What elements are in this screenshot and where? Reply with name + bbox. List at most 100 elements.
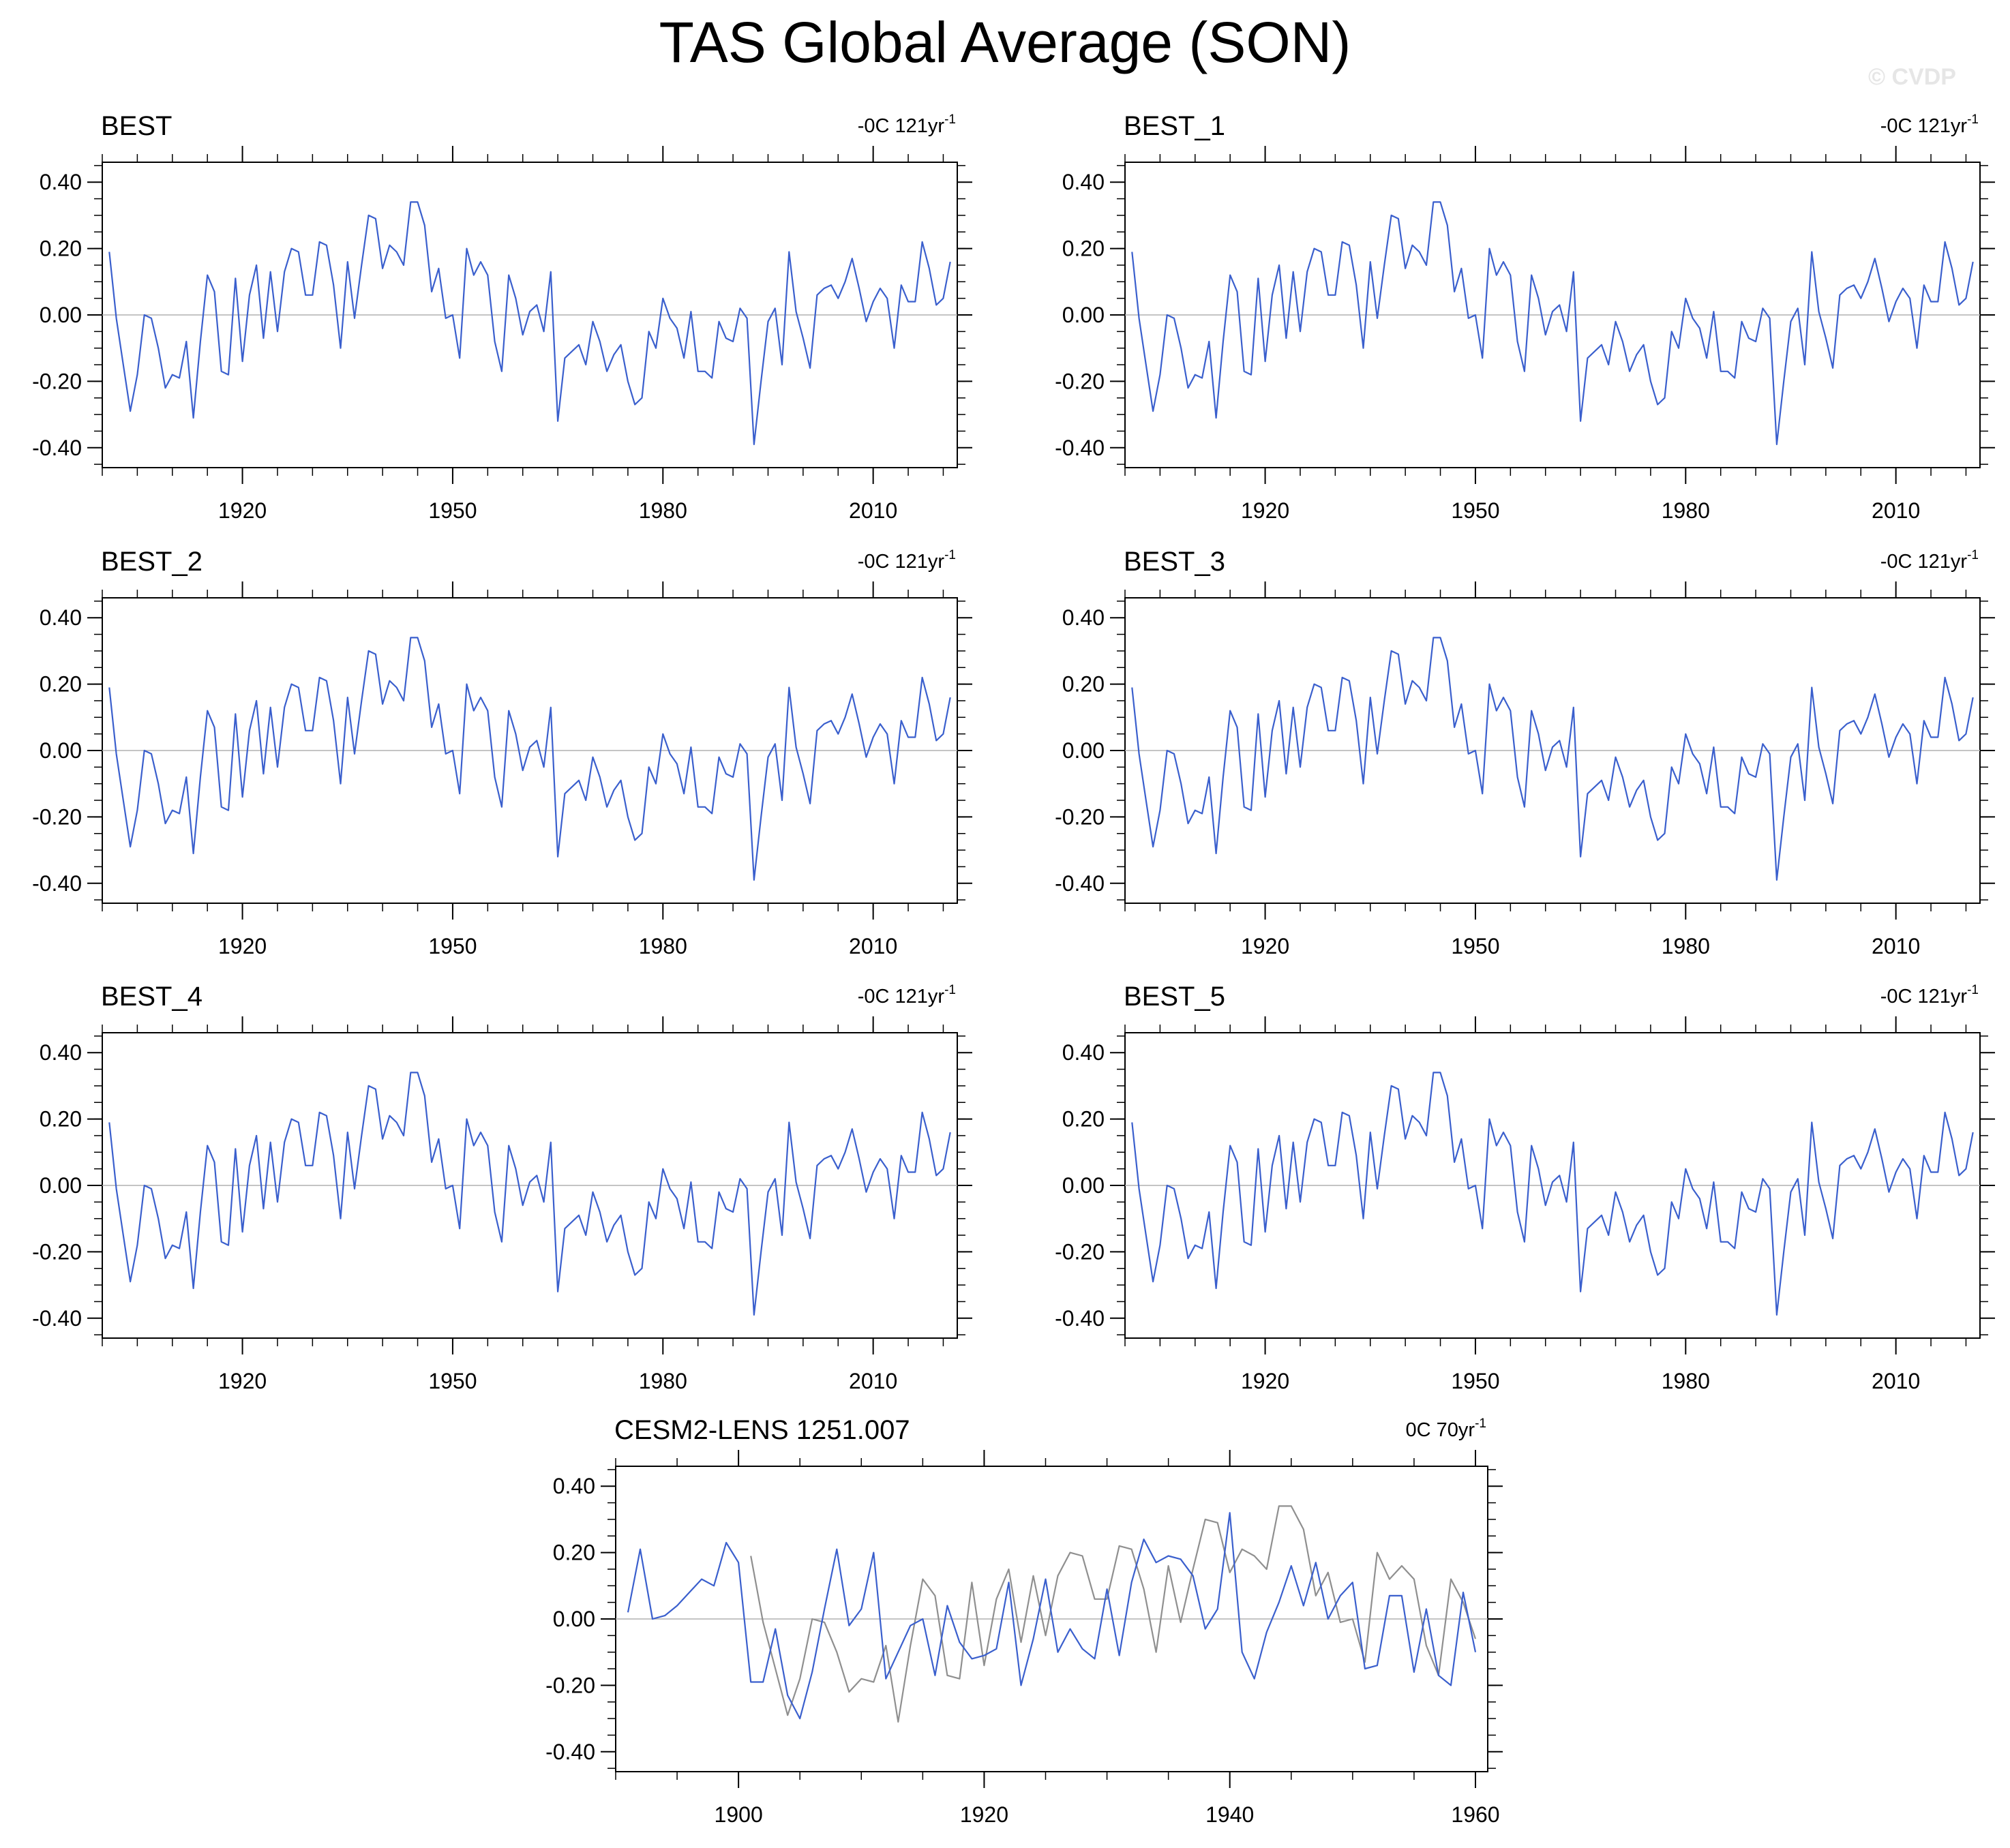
x-tick-label: 1920 — [960, 1802, 1008, 1827]
trend-value: -0C 121yr — [1880, 551, 1968, 573]
trend-label: -0C 121yr-1 — [1880, 548, 1979, 573]
x-tick-label: 1950 — [428, 1369, 477, 1393]
panel-6: -0.40 -0.20 0.00 0.20 0.40 1920 1950 1980 2010 BE… — [1055, 982, 1995, 1393]
y-tick-label: 0.40 — [1062, 1040, 1105, 1065]
x-tick-label: 1980 — [639, 934, 687, 958]
x-tick-label: 1920 — [1241, 934, 1289, 958]
x-tick-label: 1950 — [1451, 934, 1499, 958]
y-tick-label: 0.40 — [553, 1474, 595, 1498]
trend-label: -0C 121yr-1 — [1880, 983, 1979, 1008]
y-tick-label: 0.20 — [40, 237, 82, 261]
series-line — [108, 637, 951, 881]
panel-2: -0.40 -0.20 0.00 0.20 0.40 1920 1950 1980 2010 BE… — [1055, 111, 1995, 523]
x-tick-label: 1920 — [218, 498, 267, 523]
y-tick-label: -0.20 — [1055, 804, 1105, 829]
x-tick-label: 1980 — [1662, 498, 1710, 523]
y-tick-label: -0.40 — [545, 1740, 595, 1764]
panel-7: -0.40 -0.20 0.00 0.20 0.40 1900 1920 1940 1960 CE… — [545, 1415, 1503, 1827]
y-tick-label: -0.40 — [32, 436, 82, 460]
y-tick-label: 0.40 — [1062, 170, 1105, 194]
y-tick-label: -0.20 — [32, 1239, 82, 1264]
y-tick-label: -0.40 — [32, 871, 82, 896]
x-tick-label: 1920 — [218, 1369, 267, 1393]
x-tick-label: 2010 — [1872, 934, 1920, 958]
y-tick-label: 0.20 — [40, 672, 82, 697]
y-tick-label: 0.20 — [40, 1107, 82, 1132]
trend-value: -0C 121yr — [1880, 986, 1968, 1008]
x-tick-label: 2010 — [849, 934, 897, 958]
y-tick-label: 0.40 — [40, 605, 82, 630]
trend-exponent: -1 — [944, 548, 956, 562]
trend-exponent: -1 — [1475, 1417, 1486, 1431]
panel-title: CESM2-LENS 1251.007 — [614, 1415, 910, 1445]
y-tick-label: -0.20 — [32, 804, 82, 829]
trend-label: -0C 121yr-1 — [858, 548, 956, 573]
y-tick-label: 0.00 — [40, 303, 82, 327]
panel-title: BEST — [101, 111, 172, 141]
x-tick-label: 1950 — [1451, 1369, 1499, 1393]
series-line — [1131, 1072, 1974, 1316]
x-tick-label: 1980 — [1662, 1369, 1710, 1393]
trend-exponent: -1 — [1967, 112, 1979, 127]
y-tick-label: -0.20 — [545, 1673, 595, 1697]
series-line — [108, 201, 951, 445]
trend-exponent: -1 — [1967, 983, 1979, 997]
trend-value: -0C 121yr — [1880, 115, 1968, 137]
panel-title: BEST_1 — [1124, 111, 1225, 141]
y-tick-label: -0.20 — [1055, 369, 1105, 393]
y-tick-label: 0.20 — [1062, 1107, 1105, 1132]
y-tick-label: 0.40 — [40, 170, 82, 194]
y-tick-label: -0.20 — [32, 369, 82, 393]
trend-label: -0C 121yr-1 — [1880, 112, 1979, 137]
x-tick-label: 1920 — [1241, 498, 1289, 523]
y-tick-label: -0.20 — [1055, 1239, 1105, 1264]
trend-exponent: -1 — [1967, 548, 1979, 562]
x-tick-label: 1940 — [1205, 1802, 1254, 1827]
x-tick-label: 1950 — [1451, 498, 1499, 523]
series-line — [627, 1512, 1477, 1720]
reference-series-line — [750, 1505, 1477, 1723]
x-tick-label: 1950 — [428, 498, 477, 523]
x-tick-label: 1980 — [1662, 934, 1710, 958]
trend-label: -0C 121yr-1 — [858, 112, 956, 137]
x-tick-label: 2010 — [1872, 498, 1920, 523]
x-tick-label: 2010 — [849, 1369, 897, 1393]
y-tick-label: -0.40 — [1055, 436, 1105, 460]
y-tick-label: 0.20 — [553, 1541, 595, 1565]
y-tick-label: 0.00 — [1062, 1173, 1105, 1198]
x-tick-label: 1920 — [1241, 1369, 1289, 1393]
x-tick-label: 1920 — [218, 934, 267, 958]
y-tick-label: -0.40 — [1055, 871, 1105, 896]
series-line — [1131, 637, 1974, 881]
panel-4: -0.40 -0.20 0.00 0.20 0.40 1920 1950 1980 2010 BE… — [1055, 547, 1995, 958]
y-tick-label: 0.20 — [1062, 237, 1105, 261]
series-line — [108, 1072, 951, 1316]
y-tick-label: -0.40 — [1055, 1306, 1105, 1331]
y-tick-label: 0.00 — [1062, 738, 1105, 763]
x-tick-label: 1900 — [715, 1802, 763, 1827]
series-line — [1131, 201, 1974, 445]
x-tick-label: 1950 — [428, 934, 477, 958]
x-tick-label: 1960 — [1451, 1802, 1499, 1827]
y-tick-label: -0.40 — [32, 1306, 82, 1331]
trend-exponent: -1 — [944, 983, 956, 997]
y-tick-label: 0.40 — [1062, 605, 1105, 630]
figure-title: TAS Global Average (SON) — [659, 10, 1351, 74]
trend-value: 0C 70yr — [1406, 1419, 1475, 1441]
trend-label: 0C 70yr-1 — [1406, 1417, 1486, 1441]
x-tick-label: 1980 — [639, 1369, 687, 1393]
y-tick-label: 0.00 — [40, 738, 82, 763]
panel-5: -0.40 -0.20 0.00 0.20 0.40 1920 1950 1980 2010 BE… — [32, 982, 972, 1393]
trend-label: -0C 121yr-1 — [858, 983, 956, 1008]
y-tick-label: 0.00 — [553, 1607, 595, 1631]
y-tick-label: 0.00 — [1062, 303, 1105, 327]
panel-title: BEST_5 — [1124, 982, 1225, 1012]
watermark-label: © CVDP — [1868, 64, 1956, 90]
trend-exponent: -1 — [944, 112, 956, 127]
trend-value: -0C 121yr — [858, 986, 945, 1008]
x-tick-label: 2010 — [1872, 1369, 1920, 1393]
panel-title: BEST_2 — [101, 547, 202, 577]
panel-title: BEST_4 — [101, 982, 202, 1012]
y-tick-label: 0.00 — [40, 1173, 82, 1198]
